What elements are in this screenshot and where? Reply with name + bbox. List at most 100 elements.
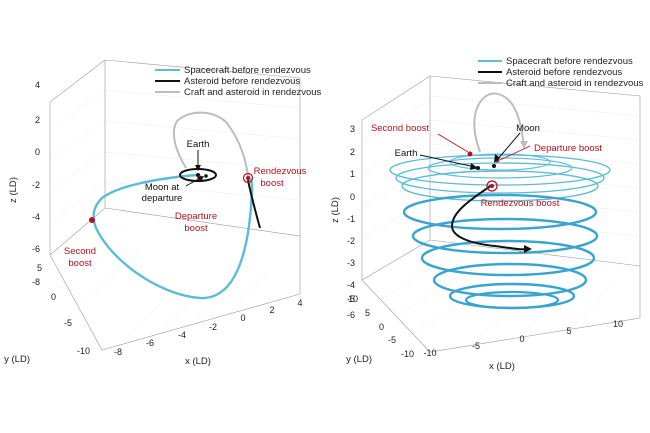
spiral-loop (464, 290, 560, 310)
left-y-ticks: 5 0 -5 -10 (37, 263, 90, 356)
second-boost-label: Second boost (371, 123, 429, 134)
spiral-loop (420, 239, 596, 277)
z-tick: -4 (32, 212, 40, 222)
left-axes-box (49, 59, 301, 351)
right-z-label: z (LD) (330, 197, 341, 223)
y-tick: -10 (401, 349, 414, 359)
left-y-label: y (LD) (4, 354, 30, 365)
asteroid-before-rendezvous (247, 179, 261, 229)
moon-marker (492, 164, 496, 168)
y-tick: -10 (77, 346, 90, 356)
spiral-loop (432, 262, 588, 298)
rendezvous-boost-label-line2: boost (260, 178, 284, 189)
departure-boost-label: Departure boost (534, 143, 602, 154)
x-tick: -6 (146, 338, 154, 348)
moon-arrowhead (494, 154, 500, 163)
z-tick: 2 (350, 147, 355, 157)
z-tick: 0 (350, 192, 355, 202)
left-z-ticks: 4 2 0 -2 -4 -6 -8 (32, 80, 40, 287)
earth-arrow (419, 154, 476, 168)
z-tick: -2 (347, 236, 355, 246)
x-tick: 5 (566, 326, 571, 336)
rendezvous-boost-marker (490, 184, 494, 188)
spacecraft-trajectory (92, 173, 254, 300)
moon-label-line2: departure (142, 193, 183, 204)
second-boost-marker (89, 217, 95, 223)
moon-arrow (496, 132, 521, 161)
z-tick: -2 (32, 180, 40, 190)
moon-label: Moon at (145, 182, 180, 193)
z-tick: -6 (347, 310, 355, 320)
right-y-ticks: 10 5 0 -5 -10 (348, 294, 414, 359)
spiral-loop (402, 193, 598, 231)
z-tick: -4 (347, 280, 355, 290)
z-tick: -1 (347, 214, 355, 224)
left-x-label: x (LD) (185, 356, 211, 367)
z-tick: 4 (35, 80, 40, 90)
z-tick: -3 (347, 258, 355, 268)
second-boost-label: Second (64, 246, 96, 257)
rendezvous-boost-ring (242, 172, 254, 184)
legend-label: Spacecraft before rendezvous (506, 56, 633, 67)
right-x-ticks: -10 -5 0 5 10 (423, 319, 623, 358)
departure-boost-label: Departure (175, 211, 217, 222)
asteroid-arrowhead (524, 245, 532, 253)
right-x-label: x (LD) (489, 361, 515, 372)
departure-boost-label-line2: boost (184, 223, 208, 234)
spiral-loop (389, 154, 611, 186)
rendezvous-trajectory (473, 92, 525, 153)
left-plot: 4 2 0 -2 -4 -6 -8 z (LD) 5 0 -5 -10 y (L… (4, 59, 322, 367)
moon-marker (204, 174, 208, 178)
x-tick: -2 (209, 322, 217, 332)
z-tick: -8 (32, 277, 40, 287)
left-legend: Spacecraft before rendezvous Asteroid be… (155, 65, 322, 98)
x-tick: -10 (423, 348, 436, 358)
z-tick: -5 (347, 294, 355, 304)
second-boost-marker (467, 151, 473, 157)
right-y-label: y (LD) (346, 354, 372, 365)
legend-label: Asteroid before rendezvous (184, 76, 300, 87)
y-tick: 0 (51, 292, 56, 302)
left-x-ticks: -8 -6 -4 -2 0 2 4 (114, 298, 303, 357)
legend-label: Asteroid before rendezvous (506, 67, 622, 78)
right-z-ticks: 3 2 1 0 -1 -2 -3 -4 -5 -6 (347, 124, 355, 320)
spiral-loop (401, 170, 599, 202)
legend-label: Spacecraft before rendezvous (184, 65, 311, 76)
x-tick: -4 (178, 330, 186, 340)
moon-arrowhead (197, 176, 204, 182)
spiral-loop (395, 162, 605, 194)
z-tick: 3 (350, 124, 355, 134)
z-tick: 2 (35, 115, 40, 125)
x-tick: 0 (240, 313, 245, 323)
rendezvous-trajectory (172, 111, 249, 177)
y-tick: -5 (388, 335, 396, 345)
y-tick: 5 (37, 263, 42, 273)
rendezvous-boost-ring (486, 180, 498, 192)
x-tick: 4 (297, 298, 302, 308)
x-tick: 10 (613, 319, 623, 329)
earth-arrowhead (470, 163, 478, 170)
rendezvous-boost-label: Rendezvous (254, 166, 307, 177)
z-tick: 0 (35, 147, 40, 157)
x-tick: 2 (269, 305, 274, 315)
rendezvous-arrowhead (520, 141, 528, 149)
left-z-label: z (LD) (8, 177, 19, 203)
x-tick: -8 (114, 347, 122, 357)
right-legend: Spacecraft before rendezvous Asteroid be… (478, 56, 644, 89)
y-tick: 5 (365, 308, 370, 318)
asteroid-before-rendezvous (450, 184, 529, 251)
earth-label: Earth (187, 139, 210, 150)
moon-label: Moon (516, 123, 540, 134)
legend-label: Craft and asteroid in rendezvous (184, 87, 322, 98)
earth-arrowhead (195, 165, 201, 171)
y-tick: -5 (64, 318, 72, 328)
spacecraft-spiral (389, 153, 611, 310)
y-tick: 10 (348, 294, 358, 304)
x-tick: 0 (519, 334, 524, 344)
y-tick: 0 (379, 322, 384, 332)
z-tick: 1 (350, 169, 355, 179)
spiral-loop (411, 217, 599, 255)
z-tick: -6 (32, 244, 40, 254)
earth-label: Earth (395, 148, 418, 159)
